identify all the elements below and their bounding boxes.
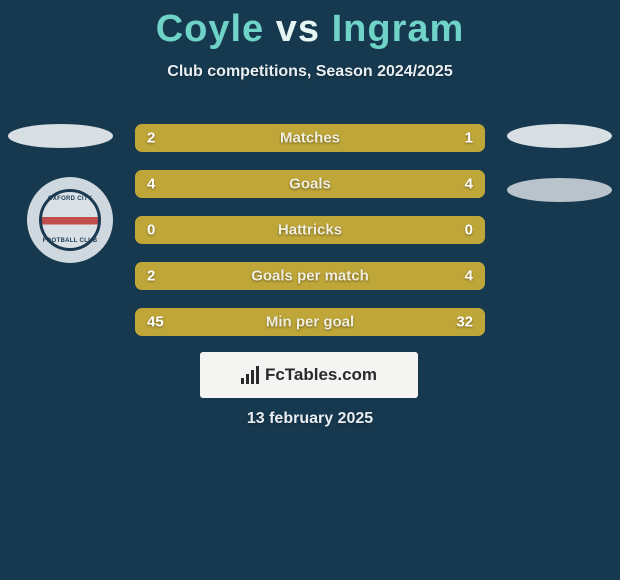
player2-club-placeholder-2	[507, 178, 612, 202]
player2-club-placeholder-1	[507, 124, 612, 148]
stat-label: Hattricks	[135, 222, 485, 239]
stat-label: Min per goal	[135, 314, 485, 331]
club-badge-top: OXFORD CITY	[48, 196, 92, 202]
club-badge-bottom: FOOTBALL CLUB	[43, 238, 98, 244]
stat-label: Goals per match	[135, 268, 485, 285]
subtitle: Club competitions, Season 2024/2025	[0, 63, 620, 81]
stats-bars-container: 21Matches 44Goals 00Hattricks 24Goals per m…	[135, 124, 485, 354]
player1-club-badge: OXFORD CITY FOOTBALL CLUB	[27, 177, 113, 263]
player2-name: Ingram	[332, 8, 465, 50]
comparison-title: Coyle vs Ingram	[0, 0, 620, 51]
stat-label: Matches	[135, 130, 485, 147]
brand-bars-icon	[241, 366, 259, 384]
comparison-date: 13 february 2025	[0, 410, 620, 428]
stat-row: 21Matches	[135, 124, 485, 152]
player1-name: Coyle	[156, 8, 264, 50]
stat-label: Goals	[135, 176, 485, 193]
stat-row: 24Goals per match	[135, 262, 485, 290]
player1-club-placeholder-1	[8, 124, 113, 148]
vs-text: vs	[276, 8, 320, 50]
brand-box: FcTables.com	[200, 352, 418, 398]
stat-row: 44Goals	[135, 170, 485, 198]
brand-text: FcTables.com	[265, 365, 377, 385]
club-badge-inner: OXFORD CITY FOOTBALL CLUB	[39, 189, 101, 251]
stat-row: 00Hattricks	[135, 216, 485, 244]
stat-row: 4532Min per goal	[135, 308, 485, 336]
